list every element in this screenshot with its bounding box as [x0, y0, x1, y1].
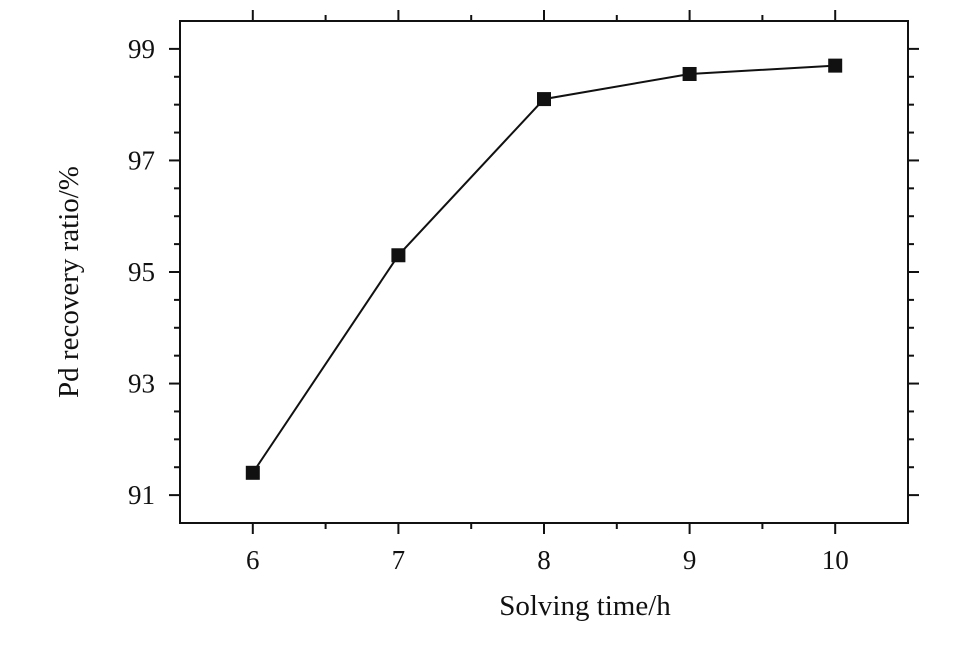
y-tick-label: 93 — [128, 369, 155, 399]
data-point-marker — [245, 465, 260, 480]
y-axis-label: Pd recovery ratio/% — [53, 166, 85, 398]
data-point-marker — [682, 66, 697, 81]
data-point-marker — [828, 58, 843, 73]
x-axis-label: Solving time/h — [499, 590, 671, 622]
x-tick-label: 7 — [392, 545, 406, 575]
x-tick-label: 9 — [683, 545, 697, 575]
y-axis-ticks — [169, 47, 919, 497]
y-tick-label: 95 — [128, 257, 155, 287]
x-tick-label: 6 — [246, 545, 260, 575]
series-line — [251, 64, 836, 474]
x-tick-label: 10 — [822, 545, 849, 575]
series-lines — [251, 64, 836, 474]
x-axis-tick-labels: 6 7 8 9 10 — [246, 545, 849, 575]
data-point-marker — [537, 92, 551, 107]
series-markers — [245, 58, 843, 480]
y-tick-label: 99 — [128, 34, 155, 64]
x-tick-label: 8 — [537, 545, 551, 575]
y-tick-label: 91 — [128, 480, 155, 510]
y-tick-label: 97 — [128, 145, 155, 175]
x-axis-ticks — [251, 10, 837, 534]
y-axis-tick-labels: 91 93 95 97 99 — [128, 34, 155, 510]
data-point-marker — [391, 248, 406, 263]
